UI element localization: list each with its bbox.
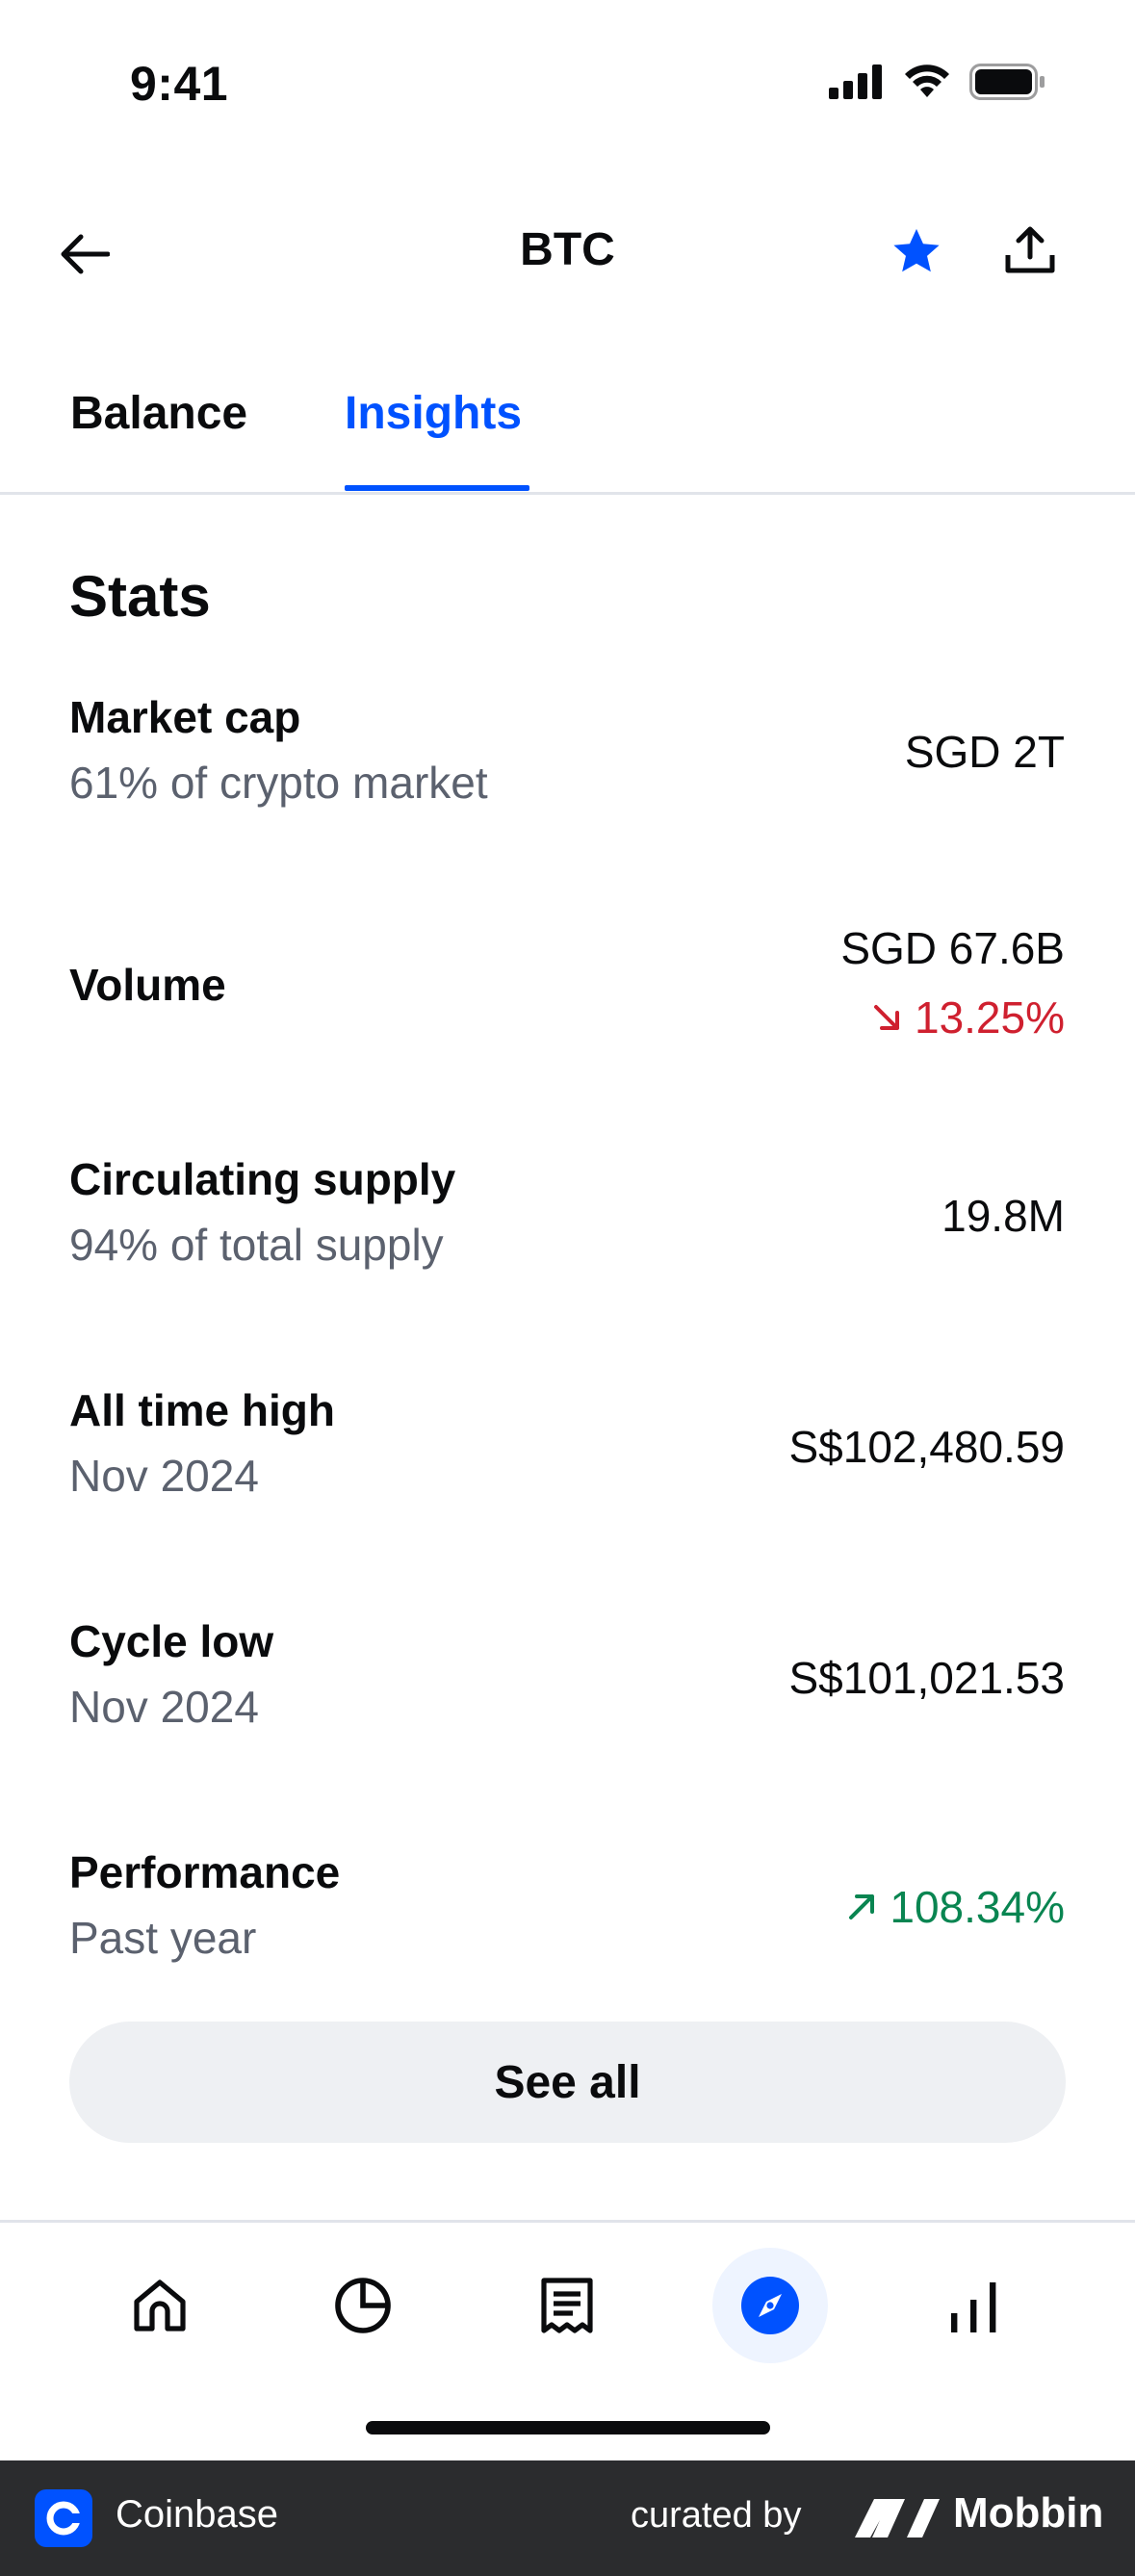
stat-label: Circulating supply [69,1154,456,1204]
stat-row-performance: Performance Past year 108.34% [69,1846,1065,1971]
coinbase-logo-icon [35,2489,92,2547]
explore-compass-icon [741,2277,799,2334]
stat-sublabel: 94% of total supply [69,1220,444,1270]
status-bar: 9:41 [0,0,1135,169]
stat-label: Market cap [69,692,301,742]
back-button[interactable] [50,219,119,289]
see-all-button[interactable]: See all [69,2022,1066,2143]
battery-icon [969,64,1045,100]
stat-row-circulating-supply: Circulating supply 94% of total supply 1… [69,1153,1065,1278]
mobbin-logo-icon [855,2499,940,2537]
star-icon [893,228,940,272]
tab-bar: Balance Insights [0,366,1135,495]
stat-row-volume: Volume SGD 67.6B 13.25% [69,922,1065,1057]
stat-sublabel: 61% of crypto market [69,758,488,808]
arrow-left-icon [61,234,110,274]
stat-sublabel: Nov 2024 [69,1451,259,1501]
arrow-up-right-icon [849,1894,875,1919]
stat-value: SGD 67.6B [840,923,1065,973]
stat-value: SGD 2T [904,727,1065,777]
active-tab-indicator [345,485,529,491]
stat-row-market-cap: Market cap 61% of crypto market SGD 2T [69,691,1065,816]
stat-change: 13.25% [872,992,1065,1043]
page-title: BTC [520,224,615,275]
status-time: 9:41 [130,57,229,111]
stat-label: Volume [69,960,226,1010]
stat-label: All time high [69,1385,335,1435]
arrow-down-right-icon [873,1005,899,1030]
footer-curated-by: curated by [631,2495,802,2536]
tab-insights[interactable]: Insights [345,388,523,439]
stat-sublabel: Nov 2024 [69,1682,259,1732]
footer-mobbin: Mobbin [953,2489,1104,2537]
stat-row-cycle-low: Cycle low Nov 2024 S$101,021.53 [69,1615,1065,1740]
footer-bar: Coinbase curated by Mobbin [0,2460,1135,2576]
stat-change-value: 108.34% [890,1882,1065,1932]
status-icons [829,64,1046,100]
home-indicator [366,2421,770,2434]
wifi-icon [905,64,949,97]
portfolio-pie-icon [335,2278,391,2333]
stat-sublabel: Past year [69,1913,257,1963]
receipt-icon [541,2278,593,2333]
footer-brand: Coinbase [116,2493,279,2536]
share-button[interactable] [995,216,1065,285]
nav-markets[interactable] [916,2248,1032,2363]
stat-row-all-time-high: All time high Nov 2024 S$102,480.59 [69,1384,1065,1509]
header: BTC [0,193,1135,312]
stat-value: S$101,021.53 [788,1653,1066,1703]
watchlist-star-button[interactable] [882,218,951,287]
coinbase-c-icon [46,2501,81,2536]
nav-home[interactable] [102,2248,218,2363]
tab-balance[interactable]: Balance [70,388,248,439]
nav-explore[interactable] [712,2248,828,2363]
bar-chart-icon [951,2282,996,2332]
stat-label: Cycle low [69,1616,274,1666]
nav-portfolio[interactable] [305,2248,421,2363]
stat-value: S$102,480.59 [788,1422,1066,1472]
stat-change-value: 13.25% [914,992,1065,1043]
nav-transactions[interactable] [509,2248,625,2363]
home-icon [134,2280,186,2331]
stat-change: 108.34% [847,1881,1065,1933]
stat-label: Performance [69,1847,341,1897]
stat-value: 19.8M [942,1191,1065,1241]
share-upload-icon [1005,226,1055,273]
bottom-nav [0,2220,1135,2460]
stats-section-title: Stats [69,564,211,629]
cellular-signal-icon [829,64,882,99]
